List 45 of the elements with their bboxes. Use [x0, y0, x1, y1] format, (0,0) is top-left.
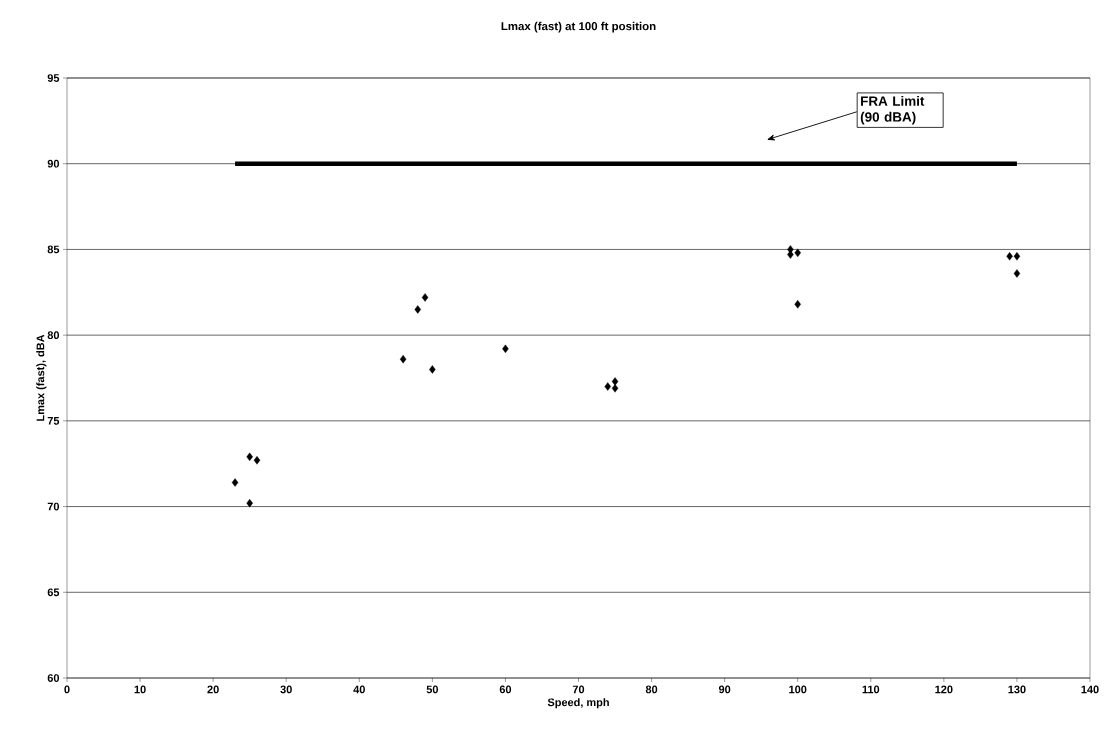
- x-tick-label: 40: [353, 685, 365, 694]
- y-tick-label: 95: [47, 74, 60, 82]
- point: [246, 452, 253, 462]
- y-tick-label: 60: [47, 674, 60, 682]
- y-tick-label: 75: [47, 417, 60, 425]
- x-tick-label: 120: [935, 685, 953, 694]
- y-tick-label: 85: [47, 245, 60, 254]
- point: [502, 344, 509, 354]
- x-tick-label: 20: [207, 685, 219, 694]
- point: [1013, 269, 1021, 278]
- x-tick-label: 50: [426, 685, 438, 694]
- y-tick-label: 65: [47, 588, 60, 597]
- x-tick-label: 0: [64, 685, 70, 694]
- x-tick-label: 90: [718, 685, 731, 694]
- x-tick-label: 70: [572, 685, 585, 694]
- point: [1013, 252, 1021, 261]
- point: [421, 293, 429, 302]
- point: [611, 384, 619, 393]
- point: [253, 456, 261, 465]
- point: [604, 382, 611, 391]
- y-tick-label: 90: [47, 159, 60, 168]
- y-tick-label: 70: [47, 502, 60, 511]
- x-tick-label: 130: [1008, 685, 1026, 694]
- x-tick-label: 30: [280, 685, 292, 694]
- point: [231, 478, 239, 487]
- x-axis-title: Speed, mph: [547, 698, 609, 709]
- x-tick-label: 100: [789, 685, 807, 694]
- point: [611, 377, 619, 386]
- x-tick-label: 60: [499, 685, 512, 694]
- y-axis-title: Lmax (fast), dBA: [36, 334, 47, 421]
- point: [787, 250, 794, 259]
- point: [1006, 252, 1013, 261]
- point: [414, 305, 421, 314]
- x-tick-label: 140: [1081, 685, 1099, 694]
- chart-title: Lmax (fast) at 100 ft position: [501, 21, 656, 33]
- x-tick-label: 80: [645, 685, 658, 694]
- x-tick-label: 110: [862, 685, 880, 694]
- x-tick-label: 10: [134, 685, 146, 694]
- point: [429, 365, 436, 374]
- point: [399, 354, 407, 364]
- point: [246, 498, 253, 508]
- point: [794, 300, 801, 309]
- y-tick-label: 80: [47, 331, 60, 340]
- point: [794, 248, 801, 258]
- annotation: FRA Limit (90 dBA): [860, 95, 925, 125]
